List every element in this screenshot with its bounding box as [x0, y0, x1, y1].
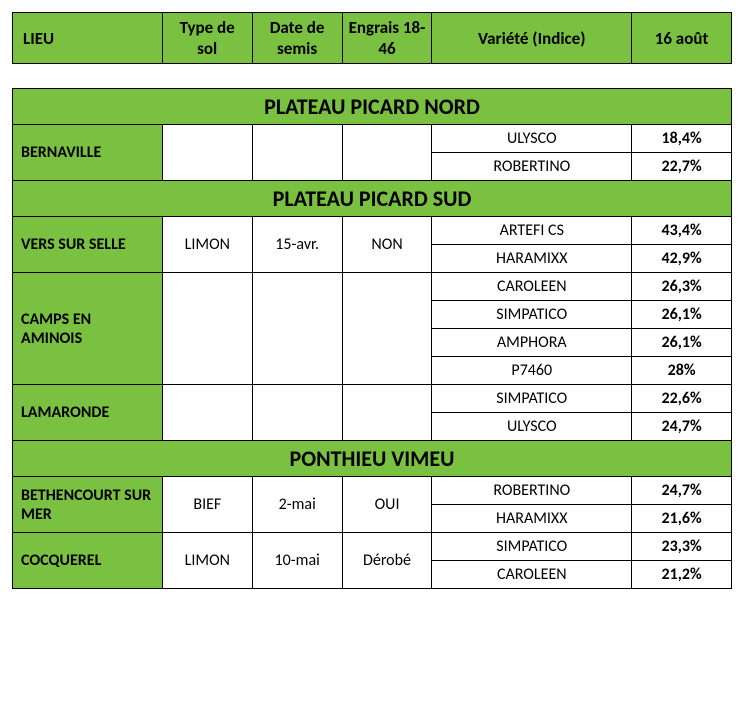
pct-cell: 21,6%: [632, 505, 732, 533]
variete-cell: SIMPATICO: [432, 301, 632, 329]
variete-cell: SIMPATICO: [432, 533, 632, 561]
table-row: BETHENCOURT SUR MERBIEF2-maiOUIROBERTINO…: [13, 477, 732, 505]
table-row: BERNAVILLEULYSCO18,4%: [13, 125, 732, 153]
pct-cell: 23,3%: [632, 533, 732, 561]
pct-cell: 42,9%: [632, 245, 732, 273]
table-row: VERS SUR SELLELIMON15-avr.NONARTEFI CS43…: [13, 217, 732, 245]
variete-cell: P7460: [432, 357, 632, 385]
region-header: PLATEAU PICARD SUD: [13, 181, 732, 217]
variete-cell: ULYSCO: [432, 413, 632, 441]
table-row: COCQUERELLIMON10-maiDérobéSIMPATICO23,3%: [13, 533, 732, 561]
variete-cell: ROBERTINO: [432, 153, 632, 181]
variete-cell: HARAMIXX: [432, 505, 632, 533]
pct-cell: 43,4%: [632, 217, 732, 245]
engrais-cell: [342, 385, 432, 441]
date-cell: [252, 125, 342, 181]
lieu-cell: BERNAVILLE: [13, 125, 163, 181]
region-header: PLATEAU PICARD NORD: [13, 89, 732, 125]
engrais-cell: [342, 273, 432, 385]
col-engrais: Engrais 18-46: [342, 13, 432, 64]
date-cell: [252, 273, 342, 385]
date-cell: [252, 385, 342, 441]
pct-cell: 26,1%: [632, 329, 732, 357]
pct-cell: 22,6%: [632, 385, 732, 413]
engrais-cell: Dérobé: [342, 533, 432, 589]
variete-cell: AMPHORA: [432, 329, 632, 357]
engrais-cell: OUI: [342, 477, 432, 533]
pct-cell: 24,7%: [632, 413, 732, 441]
variete-cell: ARTEFI CS: [432, 217, 632, 245]
variete-cell: CAROLEEN: [432, 273, 632, 301]
variete-cell: HARAMIXX: [432, 245, 632, 273]
lieu-cell: COCQUEREL: [13, 533, 163, 589]
variete-cell: CAROLEEN: [432, 561, 632, 589]
sol-cell: [162, 125, 252, 181]
region-header: PONTHIEU VIMEU: [13, 441, 732, 477]
col-variete: Variété (Indice): [432, 13, 632, 64]
pct-cell: 26,1%: [632, 301, 732, 329]
date-cell: 15-avr.: [252, 217, 342, 273]
lieu-cell: VERS SUR SELLE: [13, 217, 163, 273]
header-row: LIEU Type de sol Date de semis Engrais 1…: [13, 13, 732, 64]
lieu-cell: CAMPS EN AMINOIS: [13, 273, 163, 385]
sol-cell: [162, 273, 252, 385]
pct-cell: 28%: [632, 357, 732, 385]
pct-cell: 18,4%: [632, 125, 732, 153]
pct-cell: 24,7%: [632, 477, 732, 505]
col-lieu: LIEU: [13, 13, 163, 64]
pct-cell: 26,3%: [632, 273, 732, 301]
data-table: PLATEAU PICARD NORDBERNAVILLEULYSCO18,4%…: [12, 88, 732, 589]
engrais-cell: NON: [342, 217, 432, 273]
sol-cell: LIMON: [162, 217, 252, 273]
date-cell: 10-mai: [252, 533, 342, 589]
date-cell: 2-mai: [252, 477, 342, 533]
lieu-cell: LAMARONDE: [13, 385, 163, 441]
pct-cell: 21,2%: [632, 561, 732, 589]
table-row: CAMPS EN AMINOISCAROLEEN26,3%: [13, 273, 732, 301]
sol-cell: [162, 385, 252, 441]
variete-cell: ULYSCO: [432, 125, 632, 153]
engrais-cell: [342, 125, 432, 181]
col-sol: Type de sol: [162, 13, 252, 64]
sol-cell: LIMON: [162, 533, 252, 589]
pct-cell: 22,7%: [632, 153, 732, 181]
sol-cell: BIEF: [162, 477, 252, 533]
col-pct: 16 août: [632, 13, 732, 64]
variete-cell: ROBERTINO: [432, 477, 632, 505]
col-date: Date de semis: [252, 13, 342, 64]
variete-cell: SIMPATICO: [432, 385, 632, 413]
table-row: LAMARONDESIMPATICO22,6%: [13, 385, 732, 413]
header-table: LIEU Type de sol Date de semis Engrais 1…: [12, 12, 732, 64]
lieu-cell: BETHENCOURT SUR MER: [13, 477, 163, 533]
